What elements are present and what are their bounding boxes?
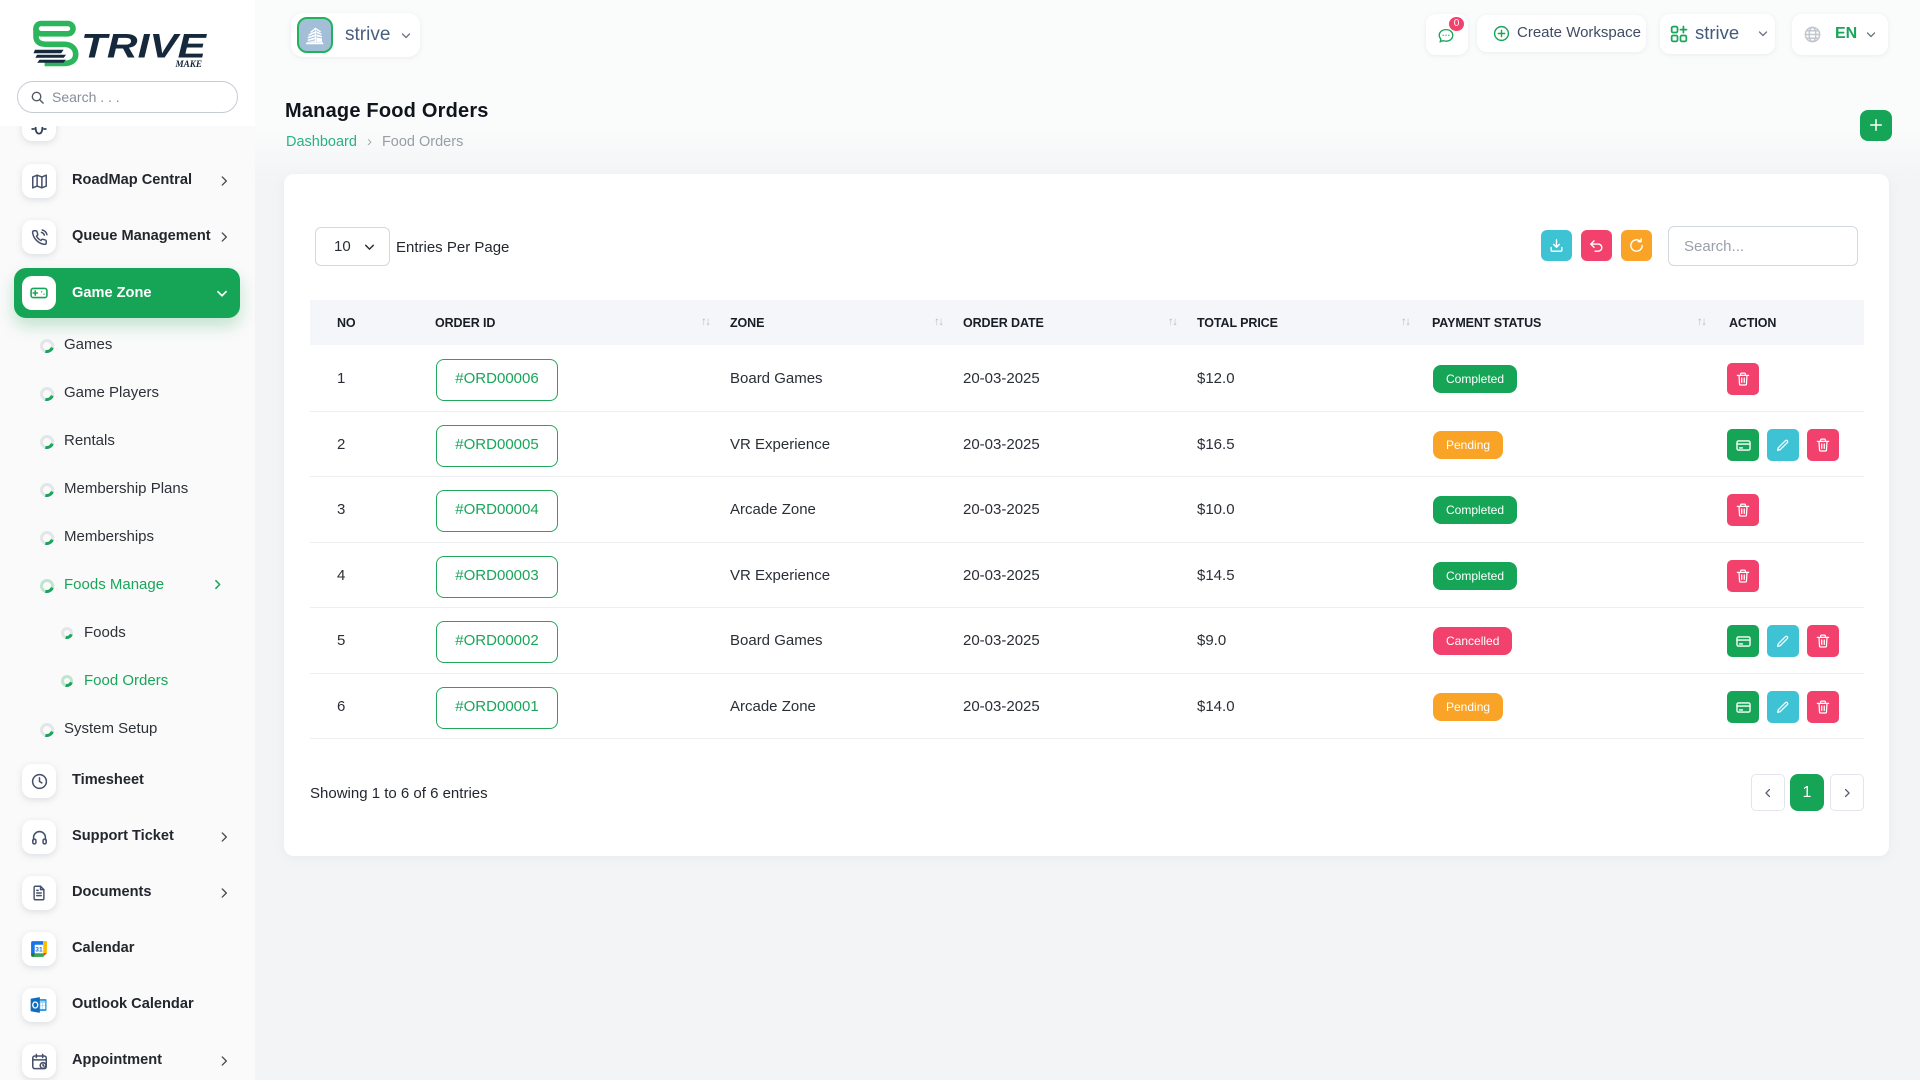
svg-text:TRIVE: TRIVE	[81, 28, 207, 66]
svg-text:MAKE: MAKE	[174, 59, 202, 69]
svg-text:31: 31	[35, 946, 43, 953]
